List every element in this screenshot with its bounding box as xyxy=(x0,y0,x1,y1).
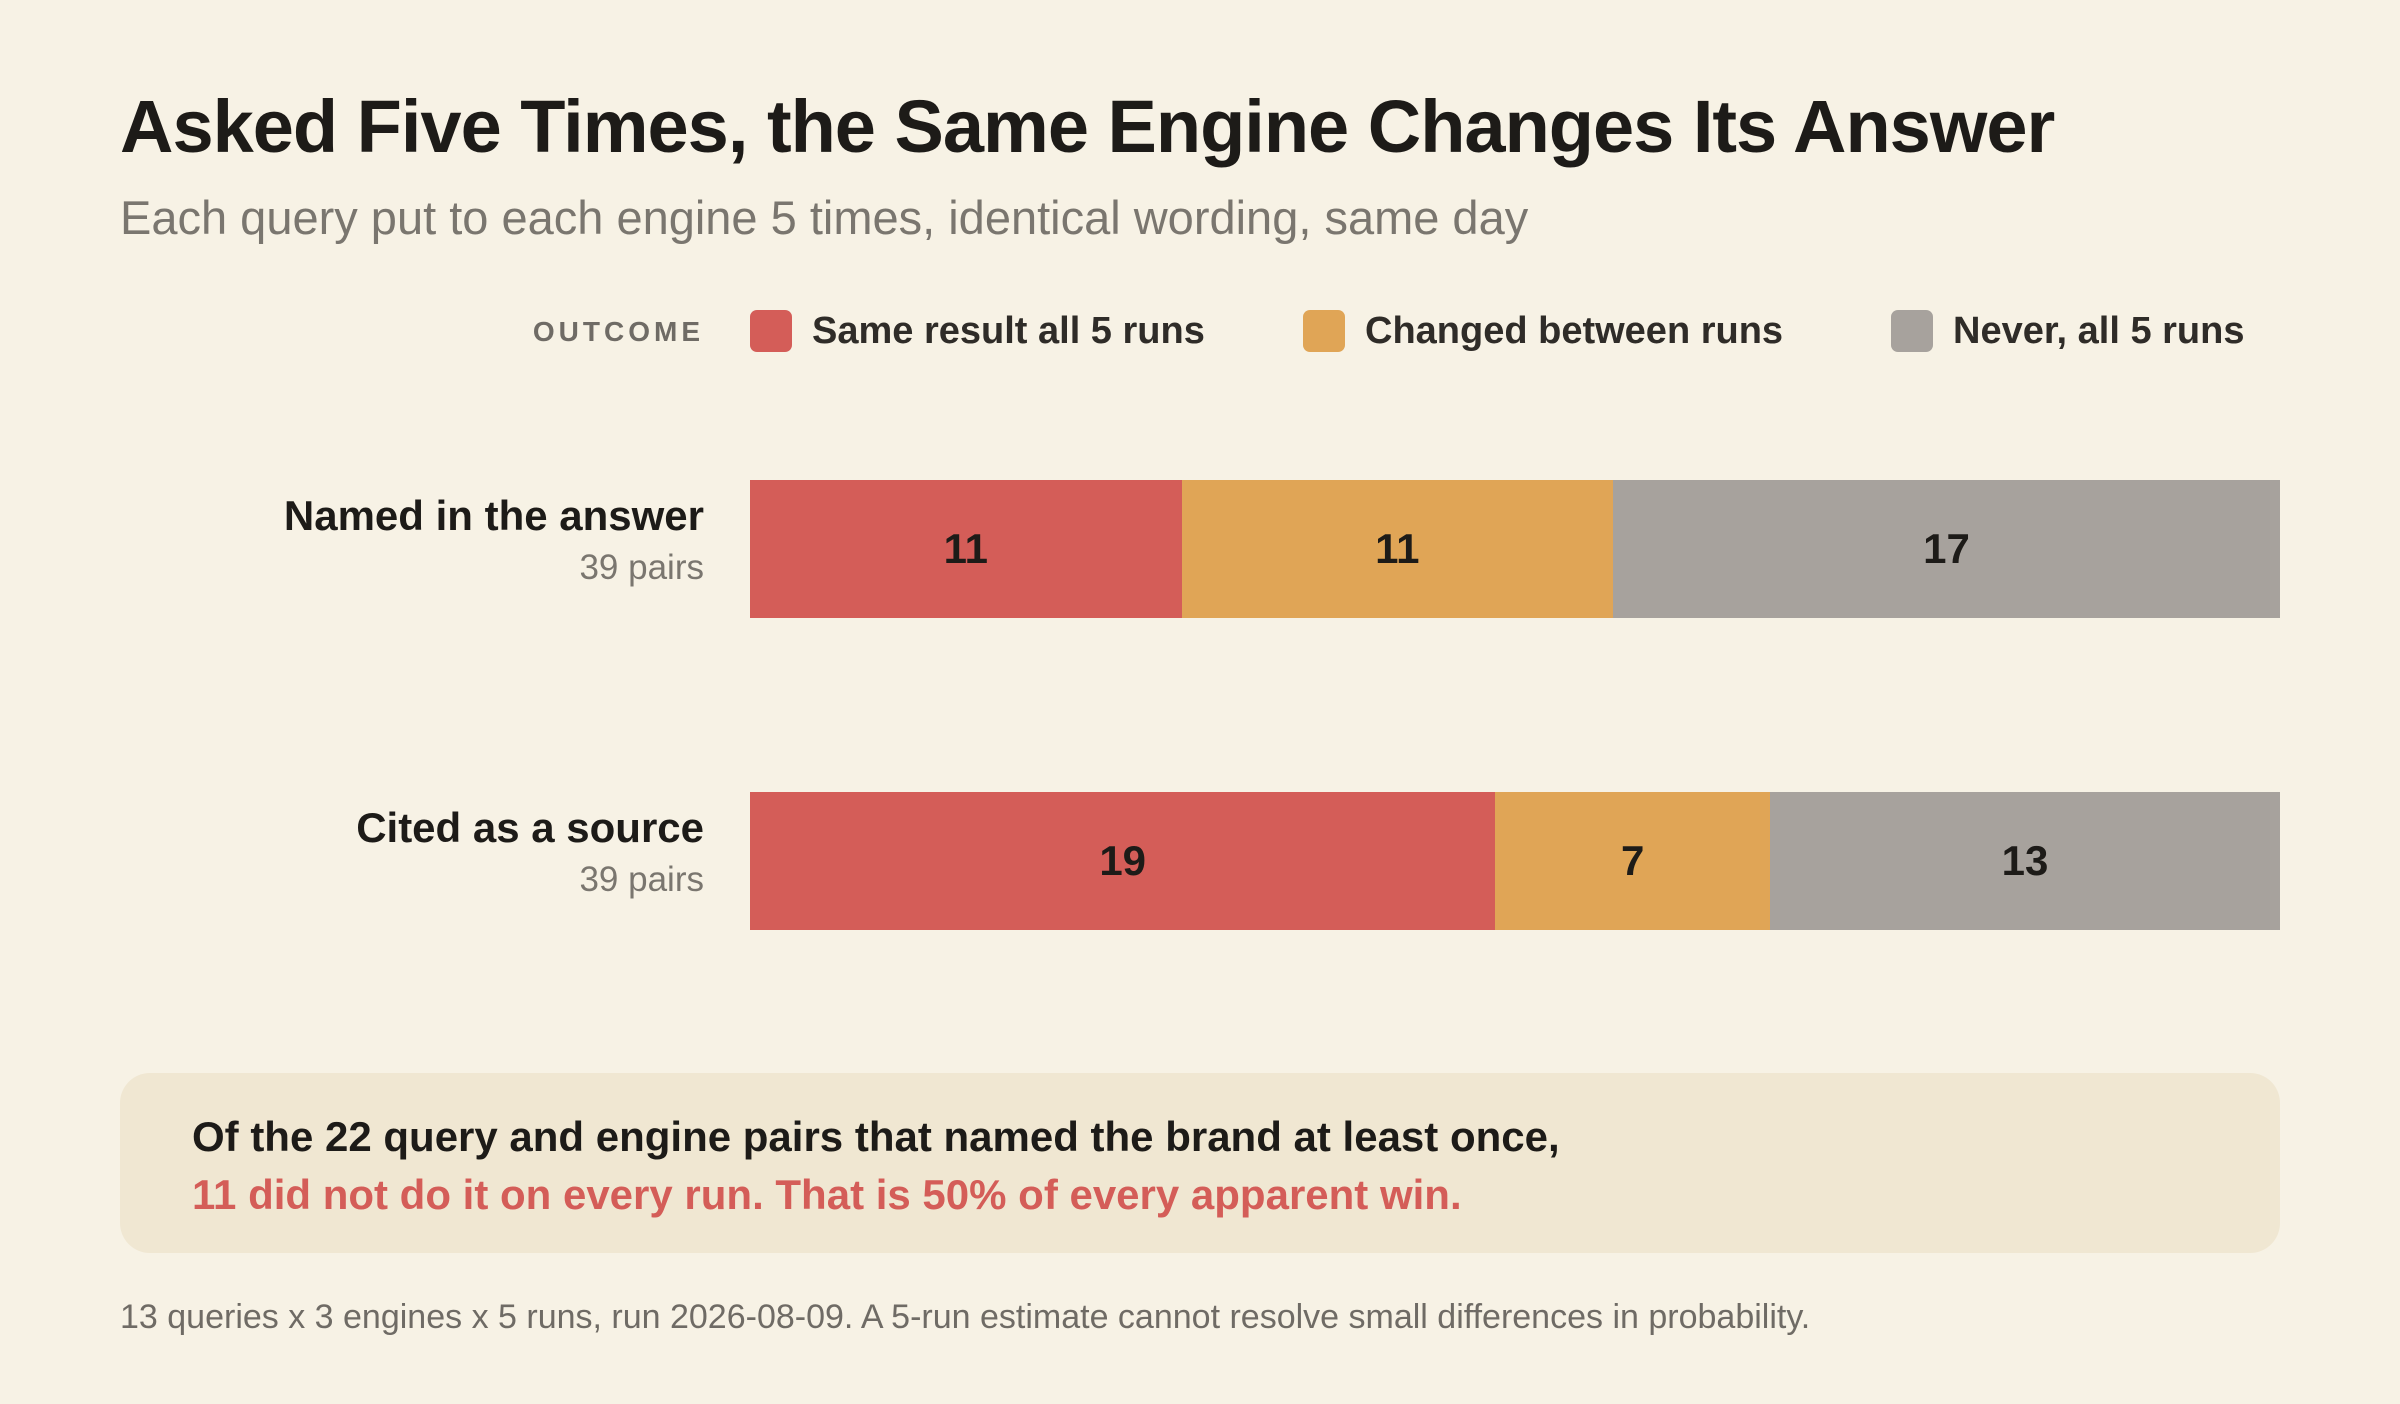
category-label-cited: Cited as a source xyxy=(356,804,704,851)
legend-title: OUTCOME xyxy=(532,316,704,347)
bar-cited: 19 7 13 xyxy=(750,792,2280,930)
legend-label-same: Same result all 5 runs xyxy=(812,310,1205,352)
chart-subtitle: Each query put to each engine 5 times, i… xyxy=(120,191,1529,244)
legend-label-changed: Changed between runs xyxy=(1365,310,1784,352)
bar-segment-named-never xyxy=(1613,480,2280,618)
legend-swatch-never xyxy=(1891,310,1933,352)
row-label-cited: Cited as a source 39 pairs xyxy=(356,804,704,900)
bar-segment-cited-changed xyxy=(1495,792,1770,930)
data-label-named-same: 11 xyxy=(943,525,988,572)
footnote: 13 queries x 3 engines x 5 runs, run 202… xyxy=(120,1298,1811,1336)
data-label-cited-same: 19 xyxy=(1099,837,1147,884)
bar-segment-named-same xyxy=(750,480,1182,618)
callout-line-2: 11 did not do it on every run. That is 5… xyxy=(192,1171,1462,1218)
legend-label-never: Never, all 5 runs xyxy=(1953,310,2245,352)
bar-segment-cited-same xyxy=(750,792,1496,930)
callout-box: Of the 22 query and engine pairs that na… xyxy=(120,1073,2280,1253)
legend-swatch-same xyxy=(750,310,792,352)
category-note-named: 39 pairs xyxy=(579,548,704,587)
chart-title: Asked Five Times, the Same Engine Change… xyxy=(120,85,2055,168)
bar-segment-named-changed xyxy=(1181,480,1614,618)
callout-line-1: Of the 22 query and engine pairs that na… xyxy=(192,1113,1560,1160)
bar-named: 11 11 17 xyxy=(750,480,2280,618)
legend: OUTCOME Same result all 5 runs Changed b… xyxy=(0,304,2400,356)
category-label-named: Named in the answer xyxy=(283,492,704,539)
data-label-named-changed: 11 xyxy=(1375,525,1420,572)
data-label-cited-never: 13 xyxy=(2001,837,2049,884)
row-label-named: Named in the answer 39 pairs xyxy=(284,492,704,588)
data-label-cited-changed: 7 xyxy=(1621,837,1645,884)
bar-segment-cited-never xyxy=(1770,792,2280,930)
category-note-cited: 39 pairs xyxy=(579,860,704,899)
data-label-named-never: 17 xyxy=(1923,525,1970,572)
legend-swatch-changed xyxy=(1303,310,1345,352)
